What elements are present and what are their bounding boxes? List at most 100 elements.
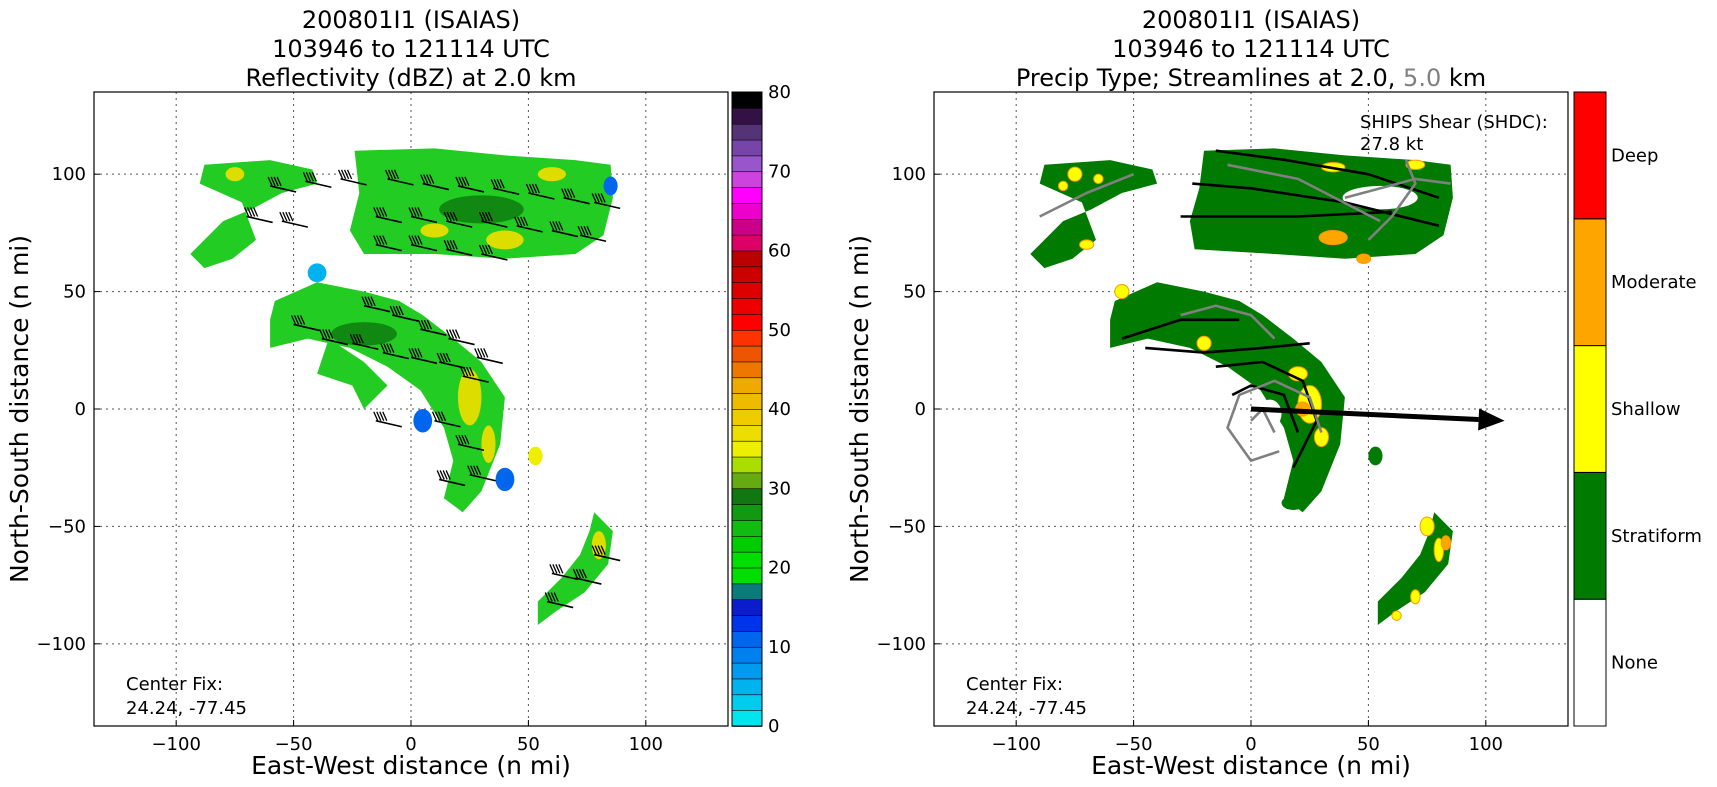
wind-barb	[293, 323, 320, 332]
wind-barb-flag	[349, 333, 355, 344]
wind-barb-flag	[445, 329, 452, 339]
wind-barb-flag	[496, 179, 502, 189]
shear-value: 27.8 kt	[1360, 134, 1423, 155]
wind-barb	[469, 473, 496, 482]
streamline	[1226, 379, 1323, 462]
colorbar-swatch	[731, 376, 763, 394]
streamline	[1180, 210, 1392, 218]
wind-barb	[493, 187, 520, 196]
colorbar-swatch	[731, 662, 763, 680]
wind-barb-flag	[558, 221, 564, 231]
y-tick-label: −100	[877, 634, 926, 655]
wind-barb-flag	[564, 188, 570, 198]
wind-barb-flag	[597, 193, 603, 203]
colorbar-swatch	[731, 250, 763, 268]
wind-barb-flag	[395, 305, 401, 316]
right-title-line-3: Precip Type; Streamlines at 2.0, 5.0 km	[1016, 64, 1486, 92]
x-tick-label: 50	[1357, 734, 1380, 755]
wind-barb	[410, 215, 438, 224]
right-gridlines	[934, 92, 1568, 726]
wind-barb-flag	[473, 465, 479, 476]
wind-barb-flag	[389, 343, 395, 353]
colorbar-swatch	[731, 170, 763, 188]
streamline	[1039, 172, 1135, 218]
wind-barb-flag	[398, 305, 404, 316]
streamline	[1231, 384, 1300, 433]
wind-barb-flag	[534, 183, 541, 194]
wind-barb-flag	[581, 568, 587, 579]
colorbar-swatch	[731, 218, 763, 236]
category-label: Moderate	[1611, 272, 1697, 293]
wind-barb-flag	[446, 240, 452, 250]
moderate-convection	[1440, 535, 1452, 551]
wind-barb	[563, 196, 590, 205]
y-tick-label: 50	[63, 282, 86, 303]
wind-barb-flag	[517, 216, 523, 227]
wind-barb-flag	[420, 319, 426, 330]
wind-barb-flag	[379, 207, 385, 217]
x-tick-label: −100	[991, 734, 1040, 755]
wind-barb-flag	[346, 169, 353, 180]
wind-barb-flag	[322, 329, 328, 339]
wind-barb-flag	[477, 348, 483, 358]
colorbar-tick-label: 40	[768, 399, 791, 420]
wind-barb-flag	[572, 568, 578, 579]
wind-barb	[593, 553, 621, 562]
wind-barb-flag	[600, 193, 606, 203]
wind-barb	[516, 225, 543, 233]
wind-barb	[446, 220, 473, 228]
x-tick-label: 100	[1469, 734, 1503, 755]
wind-barb-flag	[549, 221, 555, 231]
wind-barb-flag	[470, 465, 476, 476]
wind-barb	[462, 375, 489, 383]
wind-barb-flag	[376, 207, 382, 217]
wind-barb-flag	[514, 216, 520, 227]
wind-barb-flag	[561, 188, 567, 198]
wind-barb-flag	[442, 470, 448, 480]
colorbar-tick-label: 60	[768, 241, 791, 262]
wind-barb	[410, 243, 438, 252]
wind-barb-flag	[528, 183, 535, 194]
wind-barb-flag	[380, 343, 386, 353]
colorbar-swatch	[731, 297, 763, 315]
wind-barb	[246, 215, 273, 224]
echo-weak-return	[603, 176, 618, 196]
wind-barb-flag	[247, 207, 253, 217]
y-tick-label: −50	[888, 516, 926, 537]
echo-weak-return	[495, 467, 515, 492]
wind-barb	[547, 600, 574, 609]
right-title-line-3-unit: km	[1441, 64, 1486, 92]
x-tick-label: −50	[1115, 734, 1153, 755]
wind-barb	[551, 572, 579, 581]
wind-barb-flag	[417, 235, 423, 245]
moderate-convection	[1318, 230, 1348, 246]
echo-core	[225, 167, 245, 182]
wind-barb-flag	[393, 169, 400, 180]
wind-barb-flag	[434, 411, 441, 422]
colorbar-swatch	[731, 123, 763, 141]
wind-barb	[392, 314, 419, 322]
right-panel: 200801I1 (ISAIAS) 103946 to 121114 UTC P…	[845, 6, 1702, 780]
wind-barb-flag	[525, 183, 532, 194]
colorbar-tick-label: 50	[768, 320, 791, 341]
wind-barb-flag	[460, 366, 466, 377]
wind-barb-flag	[443, 211, 449, 222]
colorbar-swatch	[731, 361, 763, 379]
wind-barb-flag	[387, 169, 394, 180]
wind-barb-flag	[591, 193, 597, 203]
right-streamlines	[1039, 149, 1451, 469]
streamline	[1344, 177, 1451, 199]
x-tick-label: −50	[275, 734, 313, 755]
wind-barb-flag	[467, 465, 473, 476]
wind-barb-flag	[448, 329, 455, 339]
wind-barb	[321, 337, 348, 346]
shallow-convection	[1079, 239, 1095, 250]
wind-barb	[382, 351, 410, 360]
streamline	[1215, 360, 1318, 469]
colorbar-tick-label: 30	[768, 478, 791, 499]
wind-barb-flag	[392, 305, 398, 316]
echo-texture	[331, 322, 397, 346]
wind-barb-flag	[449, 211, 455, 222]
colorbar-swatch	[731, 440, 763, 458]
